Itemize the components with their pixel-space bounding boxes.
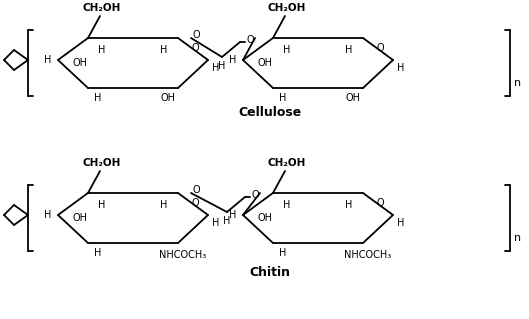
Text: NHCOCH₃: NHCOCH₃ <box>159 250 207 260</box>
Text: H: H <box>397 63 405 73</box>
Text: O: O <box>251 190 259 200</box>
Text: OH: OH <box>72 213 87 223</box>
Text: OH: OH <box>72 58 87 68</box>
Text: O: O <box>246 35 254 45</box>
Text: CH₂OH: CH₂OH <box>268 158 306 168</box>
Text: H: H <box>212 63 220 73</box>
Text: H: H <box>160 200 168 210</box>
Text: H: H <box>94 248 102 258</box>
Text: CH₂OH: CH₂OH <box>83 158 121 168</box>
Text: H: H <box>44 210 52 220</box>
Text: n: n <box>514 78 522 88</box>
Text: H: H <box>345 200 353 210</box>
Text: H: H <box>223 216 231 226</box>
Text: H: H <box>98 45 106 55</box>
Text: H: H <box>279 248 287 258</box>
Text: OH: OH <box>258 213 272 223</box>
Text: O: O <box>376 43 384 53</box>
Text: Cellulose: Cellulose <box>239 107 302 120</box>
Text: H: H <box>229 210 236 220</box>
Text: H: H <box>98 200 106 210</box>
Text: O: O <box>192 185 200 195</box>
Text: H: H <box>94 93 102 103</box>
Text: O: O <box>191 43 199 53</box>
Text: O: O <box>192 30 200 40</box>
Text: OH: OH <box>160 93 176 103</box>
Text: H: H <box>218 61 226 71</box>
Text: H: H <box>279 93 287 103</box>
Text: H: H <box>212 218 220 228</box>
Text: H: H <box>397 218 405 228</box>
Text: H: H <box>284 200 291 210</box>
Text: O: O <box>191 198 199 208</box>
Text: CH₂OH: CH₂OH <box>268 3 306 13</box>
Text: O: O <box>376 198 384 208</box>
Text: OH: OH <box>258 58 272 68</box>
Text: H: H <box>284 45 291 55</box>
Text: H: H <box>345 45 353 55</box>
Text: n: n <box>514 233 522 243</box>
Text: Chitin: Chitin <box>250 266 290 279</box>
Text: CH₂OH: CH₂OH <box>83 3 121 13</box>
Text: OH: OH <box>345 93 360 103</box>
Text: H: H <box>160 45 168 55</box>
Text: NHCOCH₃: NHCOCH₃ <box>344 250 391 260</box>
Text: H: H <box>229 55 236 65</box>
Text: H: H <box>44 55 52 65</box>
